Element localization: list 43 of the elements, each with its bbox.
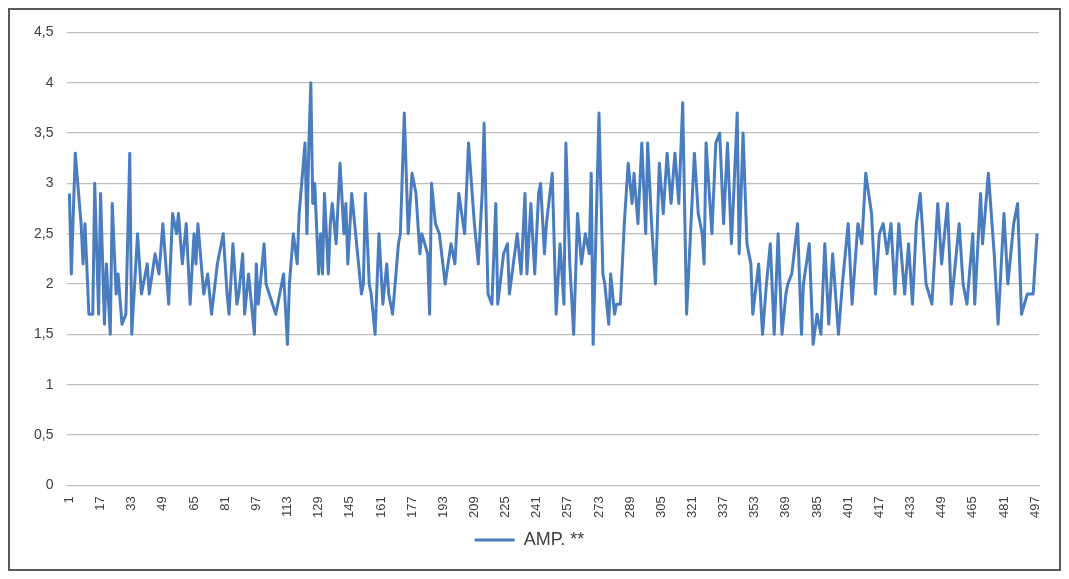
x-tick-label: 129	[310, 496, 326, 519]
x-tick-label: 81	[216, 496, 232, 511]
x-tick-label: 289	[621, 496, 637, 519]
y-tick-label: 3,5	[33, 123, 54, 140]
y-tick-label: 4,5	[33, 23, 54, 40]
x-tick-label: 193	[434, 496, 450, 519]
x-tick-label: 353	[746, 496, 762, 519]
y-tick-label: 0	[45, 476, 54, 493]
x-tick-label: 385	[808, 496, 824, 519]
x-tick-label: 257	[559, 496, 575, 519]
x-tick-label: 49	[154, 496, 170, 511]
x-tick-label: 417	[870, 496, 886, 519]
x-tick-label: 241	[528, 496, 544, 519]
x-tick-label: 321	[684, 496, 700, 519]
x-tick-label: 97	[247, 496, 263, 511]
x-tick-label: 161	[372, 496, 388, 519]
y-tick-label: 1,5	[33, 325, 54, 342]
x-tick-label: 1	[60, 496, 76, 504]
x-tick-label: 497	[1026, 496, 1042, 519]
x-tick-label: 209	[465, 496, 481, 519]
x-tick-label: 481	[995, 496, 1011, 519]
y-tick-label: 2	[45, 274, 54, 291]
x-tick-label: 177	[403, 496, 419, 519]
x-tick-label: 401	[839, 496, 855, 519]
y-tick-label: 3	[45, 174, 54, 191]
x-tick-label: 273	[590, 496, 606, 519]
x-tick-label: 225	[497, 496, 513, 519]
x-tick-label: 433	[902, 496, 918, 519]
x-tick-label: 17	[92, 496, 108, 511]
y-tick-label: 0,5	[33, 425, 54, 442]
x-tick-label: 33	[123, 496, 139, 511]
x-tick-label: 465	[964, 496, 980, 519]
x-tick-label: 449	[933, 496, 949, 519]
y-tick-label: 2,5	[33, 224, 54, 241]
x-tick-label: 369	[777, 496, 793, 519]
x-tick-label: 305	[652, 496, 668, 519]
x-tick-label: 337	[715, 496, 731, 519]
y-tick-label: 4	[45, 73, 54, 90]
legend-label: AMP. **	[523, 528, 585, 549]
x-tick-label: 145	[341, 496, 357, 519]
x-tick-label: 113	[279, 496, 295, 518]
y-tick-label: 1	[45, 375, 54, 392]
x-tick-label: 65	[185, 496, 201, 511]
